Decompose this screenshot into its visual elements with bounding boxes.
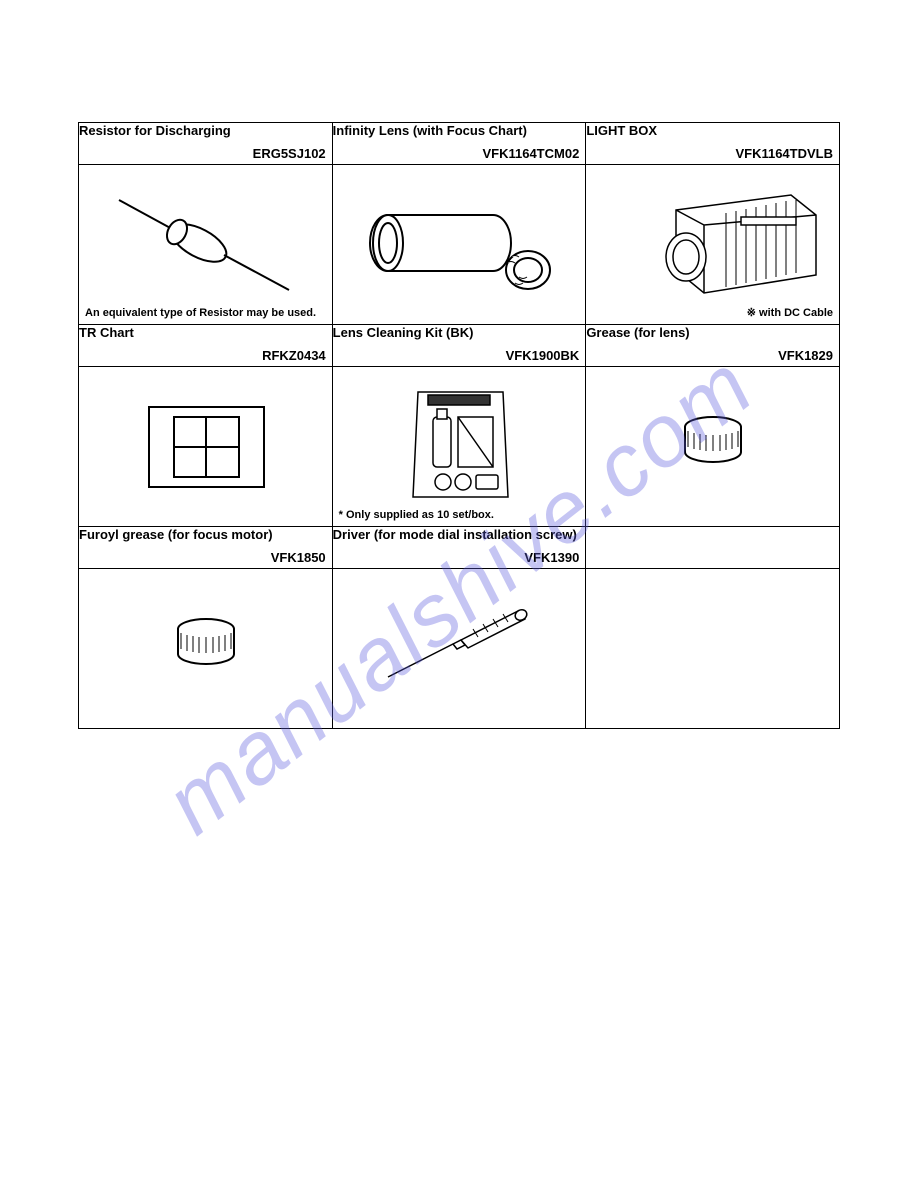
cell-header: Grease (for lens) VFK1829 <box>586 325 840 367</box>
cell-code: VFK1829 <box>778 348 833 363</box>
cell-header: Lens Cleaning Kit (BK) VFK1900BK <box>332 325 586 367</box>
cell-footnote: * Only supplied as 10 set/box. <box>339 510 494 521</box>
cell-header: Furoyl grease (for focus motor) VFK1850 <box>79 527 333 569</box>
cell-code: VFK1390 <box>524 550 579 565</box>
cell-image: ※ with DC Cable <box>586 165 840 325</box>
cell-code: RFKZ0434 <box>262 348 326 363</box>
cell-header <box>586 527 840 569</box>
grease-jar-icon <box>79 569 333 717</box>
cell-code: VFK1900BK <box>506 348 580 363</box>
cell-image: * Only supplied as 10 set/box. <box>332 367 586 527</box>
tr-chart-icon <box>79 367 333 515</box>
cell-header: Resistor for Discharging ERG5SJ102 <box>79 123 333 165</box>
grease-jar-icon <box>586 367 840 515</box>
cell-title: Driver (for mode dial installation screw… <box>333 527 586 543</box>
resistor-icon <box>79 165 333 313</box>
light-box-icon <box>586 165 840 313</box>
screwdriver-icon <box>333 569 587 717</box>
cell-image <box>332 165 586 325</box>
cell-title: Resistor for Discharging <box>79 123 332 139</box>
cell-title: LIGHT BOX <box>586 123 839 139</box>
cell-code: VFK1164TCM02 <box>482 146 579 161</box>
cell-footnote: ※ with DC Cable <box>747 308 833 319</box>
cell-header: LIGHT BOX VFK1164TDVLB <box>586 123 840 165</box>
cleaning-kit-icon <box>333 367 587 515</box>
cell-footnote: An equivalent type of Resistor may be us… <box>85 308 316 319</box>
cell-title: Grease (for lens) <box>586 325 839 341</box>
cell-image <box>586 367 840 527</box>
parts-grid-container: Resistor for Discharging ERG5SJ102 Infin… <box>78 122 840 729</box>
infinity-lens-icon <box>333 165 587 313</box>
cell-title: Furoyl grease (for focus motor) <box>79 527 332 543</box>
cell-title: Lens Cleaning Kit (BK) <box>333 325 586 341</box>
parts-grid: Resistor for Discharging ERG5SJ102 Infin… <box>78 122 840 729</box>
cell-image <box>332 569 586 729</box>
cell-image <box>79 367 333 527</box>
cell-code: VFK1850 <box>271 550 326 565</box>
cell-image <box>79 569 333 729</box>
cell-header: Driver (for mode dial installation screw… <box>332 527 586 569</box>
cell-image: An equivalent type of Resistor may be us… <box>79 165 333 325</box>
cell-title: TR Chart <box>79 325 332 341</box>
cell-code: VFK1164TDVLB <box>735 146 833 161</box>
cell-title: Infinity Lens (with Focus Chart) <box>333 123 586 139</box>
cell-image <box>586 569 840 729</box>
cell-code: ERG5SJ102 <box>253 146 326 161</box>
cell-header: TR Chart RFKZ0434 <box>79 325 333 367</box>
cell-header: Infinity Lens (with Focus Chart) VFK1164… <box>332 123 586 165</box>
